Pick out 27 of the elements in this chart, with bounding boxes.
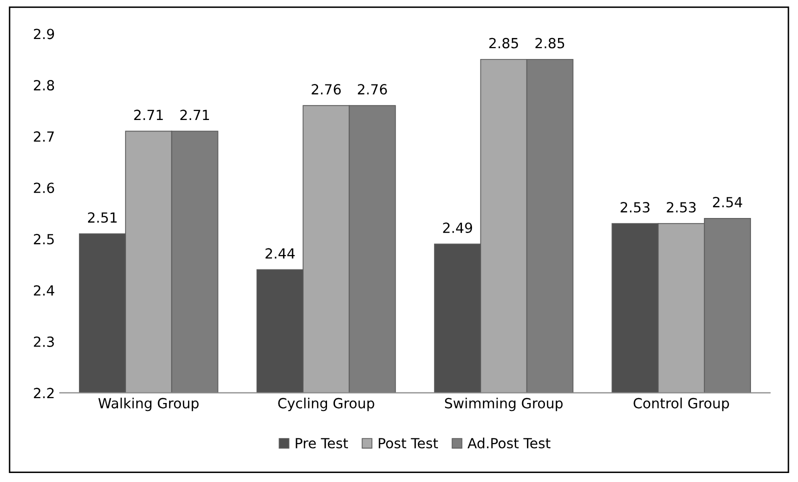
- data-label: 2.53: [620, 202, 650, 213]
- x-tick-label: Swimming Group: [445, 398, 563, 412]
- data-label: 2.71: [180, 110, 209, 120]
- data-label: 2.76: [312, 84, 341, 95]
- data-label: 2.49: [443, 222, 472, 234]
- data-label: 2.44: [266, 248, 295, 258]
- y-tick-label: 2.7: [34, 131, 54, 142]
- legend-label: Pre Test: [296, 438, 348, 448]
- x-tick-label: Walking Group: [98, 398, 199, 412]
- y-tick-label: 2.3: [34, 336, 54, 348]
- data-label: 2.85: [535, 38, 564, 48]
- legend-label: Post Test: [378, 438, 438, 448]
- data-label: 2.51: [88, 212, 117, 223]
- y-tick-label: 2.4: [34, 285, 54, 296]
- y-tick-label: 2.9: [34, 28, 54, 40]
- x-tick-label: Control Group: [634, 398, 729, 412]
- y-tick-label: 2.8: [34, 80, 54, 91]
- y-tick-label: 2.2: [34, 388, 54, 398]
- legend-label: Ad.Post Test: [468, 438, 550, 448]
- data-label: 2.76: [358, 84, 387, 95]
- y-tick-label: 2.6: [34, 182, 54, 194]
- y-tick-label: 2.5: [34, 234, 54, 244]
- data-label: 2.53: [666, 202, 696, 213]
- data-label: 2.85: [489, 38, 518, 48]
- x-tick-label: Cycling Group: [278, 398, 374, 412]
- data-label: 2.71: [134, 110, 163, 120]
- data-label: 2.54: [713, 196, 742, 208]
